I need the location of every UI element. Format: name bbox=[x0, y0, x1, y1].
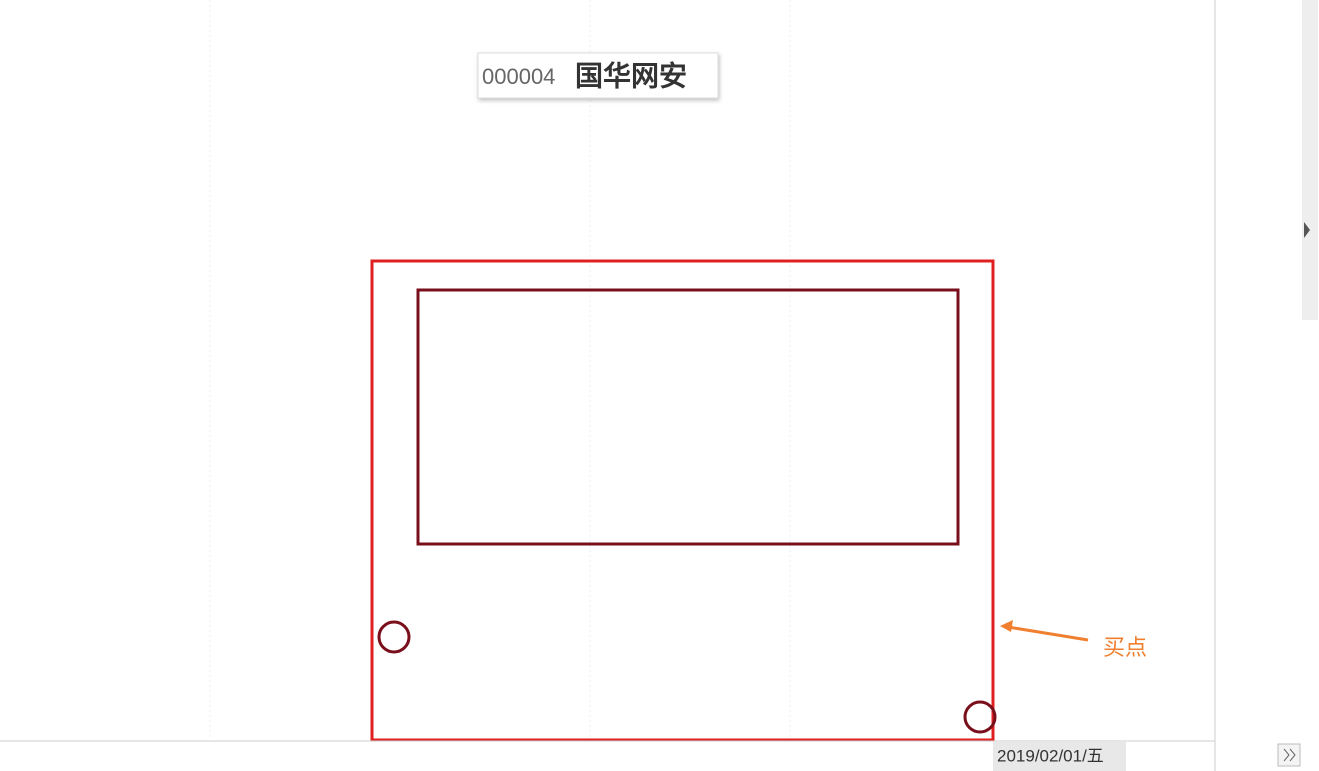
expand-icon[interactable] bbox=[1283, 748, 1296, 762]
buy-arrowhead bbox=[1000, 620, 1013, 632]
title-box bbox=[477, 52, 719, 99]
buy-label: 买点 bbox=[1103, 635, 1147, 660]
title-code: 000004 bbox=[482, 64, 555, 89]
date-box bbox=[993, 742, 1126, 771]
marker-circle bbox=[377, 620, 411, 654]
consolidation-box bbox=[416, 288, 960, 546]
marker-circle bbox=[963, 700, 997, 734]
title-name: 国华网安 bbox=[575, 59, 687, 91]
scrollbar[interactable] bbox=[1302, 0, 1318, 320]
crosshair-date: 2019/02/01/五 bbox=[997, 746, 1104, 765]
buy-arrow bbox=[1007, 625, 1089, 642]
scroll-arrow[interactable] bbox=[1304, 222, 1310, 238]
range-box bbox=[370, 259, 995, 742]
